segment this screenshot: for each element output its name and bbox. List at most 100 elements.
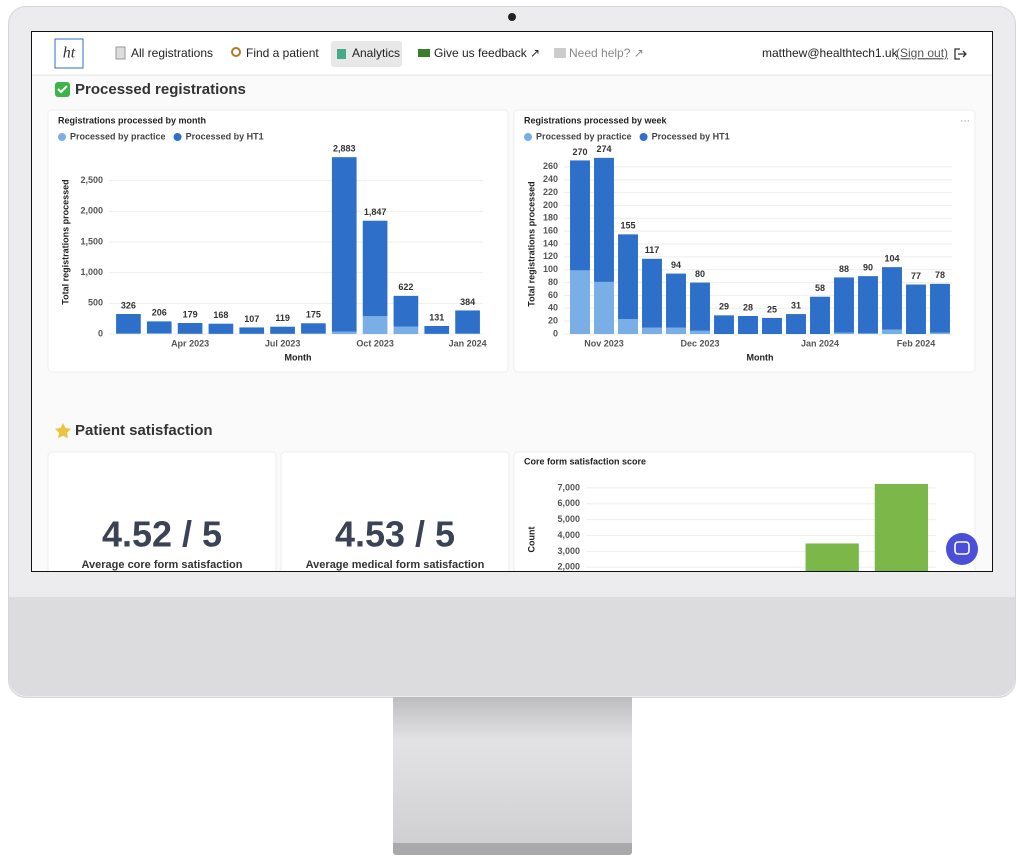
bar-segment xyxy=(930,283,950,333)
user-email: matthew@healthtech1.uk xyxy=(762,46,899,60)
icon xyxy=(115,46,126,60)
section-title: Patient satisfaction xyxy=(75,422,213,439)
bar-segment xyxy=(393,295,419,327)
data-label: 131 xyxy=(429,312,444,322)
chat-icon[interactable] xyxy=(954,541,970,555)
data-label: 179 xyxy=(183,309,198,319)
bar-segment xyxy=(116,314,141,334)
data-label: 78 xyxy=(935,270,945,280)
data-label: 384 xyxy=(460,297,475,307)
legend-label: Processed by practice xyxy=(70,131,166,141)
bar-segment xyxy=(906,284,926,334)
data-label: 2,883 xyxy=(333,144,356,154)
bar-segment xyxy=(690,330,710,334)
kpi-label: Average core form satisfaction xyxy=(82,559,243,571)
legend-label: Processed by HT1 xyxy=(652,131,730,141)
x-axis-label: Month xyxy=(747,352,774,362)
y-tick-label: 0 xyxy=(98,328,103,338)
bar-segment xyxy=(594,281,614,334)
bar-segment xyxy=(177,323,203,334)
bar-segment xyxy=(858,276,878,334)
bar-segment xyxy=(834,332,854,334)
sign-out[interactable]: (Sign out) xyxy=(896,46,948,60)
y-tick-label: 2,000 xyxy=(80,206,103,216)
bar-segment xyxy=(738,316,758,334)
nav-link[interactable]: Need help? ↗ xyxy=(569,46,644,60)
chart-title: Core form satisfaction score xyxy=(524,456,646,466)
data-label: 28 xyxy=(743,302,753,312)
bar-segment xyxy=(786,314,806,334)
bar-segment xyxy=(424,325,450,334)
card xyxy=(47,451,277,571)
camera xyxy=(508,13,516,21)
bar-segment xyxy=(393,326,419,334)
nav-active xyxy=(331,41,402,67)
data-label: 80 xyxy=(695,269,705,279)
y-tick-label: 3,000 xyxy=(557,546,580,556)
y-tick-label: 140 xyxy=(543,238,558,248)
data-label: 1,847 xyxy=(364,207,387,217)
y-tick-label: 2,000 xyxy=(557,562,580,571)
monitor-chin xyxy=(9,597,1015,696)
y-tick-label: 100 xyxy=(543,264,558,274)
data-label: 206 xyxy=(152,308,167,318)
bar-segment xyxy=(642,258,662,328)
data-label: 94 xyxy=(671,260,681,270)
bar-segment xyxy=(455,310,480,334)
bar-segment xyxy=(618,234,638,320)
icon xyxy=(337,49,346,59)
check-icon xyxy=(57,85,68,94)
nav-link[interactable]: Find a patient xyxy=(246,46,319,60)
nav-link[interactable]: Give us feedback ↗ xyxy=(434,46,540,60)
logo-box[interactable] xyxy=(54,38,84,69)
data-label: 58 xyxy=(815,283,825,293)
x-tick-label: Apr 2023 xyxy=(171,338,209,348)
screen-bezel: ht All registrations Analytics Find a pa… xyxy=(31,31,993,572)
y-tick-label: 7,000 xyxy=(557,482,580,492)
bar-segment xyxy=(882,267,902,330)
data-label: 175 xyxy=(306,310,321,320)
x-tick-label: Nov 2023 xyxy=(584,338,624,348)
data-label: 117 xyxy=(645,245,660,255)
section-title: Processed registrations xyxy=(75,81,246,98)
chart-title: Registrations processed by week xyxy=(524,115,668,125)
data-label: 77 xyxy=(911,271,921,281)
bar-segment xyxy=(594,157,614,282)
x-tick-label: Jul 2023 xyxy=(265,338,301,348)
data-label: 29 xyxy=(719,302,729,312)
bar-segment xyxy=(618,319,638,334)
y-tick-label: 40 xyxy=(548,303,558,313)
x-tick-label: Oct 2023 xyxy=(356,338,394,348)
y-tick-label: 500 xyxy=(88,298,103,308)
y-tick-label: 4,000 xyxy=(557,530,580,540)
chat-button[interactable] xyxy=(946,533,978,565)
logout-icon[interactable] xyxy=(954,48,967,60)
bar-segment xyxy=(570,160,590,271)
bar-segment xyxy=(455,333,480,334)
x-tick-label: Feb 2024 xyxy=(897,338,936,348)
kpi-value: 4.53 / 5 xyxy=(335,514,455,555)
legend-swatch xyxy=(524,133,532,141)
bar-segment xyxy=(714,315,734,334)
y-tick-label: 1,000 xyxy=(80,267,103,277)
y-tick-label: 260 xyxy=(543,161,558,171)
bar-segment xyxy=(762,317,782,334)
legend-label: Processed by practice xyxy=(536,131,632,141)
bar-segment xyxy=(116,333,141,334)
data-label: 31 xyxy=(791,300,801,310)
menu-dots[interactable]: ··· xyxy=(960,116,970,127)
y-tick-label: 200 xyxy=(543,200,558,210)
legend-swatch xyxy=(173,133,182,141)
icon xyxy=(231,47,241,57)
bar-segment xyxy=(666,327,686,334)
nav-link[interactable]: Analytics xyxy=(352,46,400,60)
data-label: 168 xyxy=(213,310,228,320)
nav-link[interactable]: All registrations xyxy=(131,46,213,60)
y-tick-label: 60 xyxy=(548,290,558,300)
bar-segment xyxy=(810,296,830,334)
bar-segment xyxy=(570,270,590,334)
y-tick-label: 0 xyxy=(553,328,558,338)
logo[interactable]: ht xyxy=(63,45,76,62)
data-label: 326 xyxy=(121,300,136,310)
